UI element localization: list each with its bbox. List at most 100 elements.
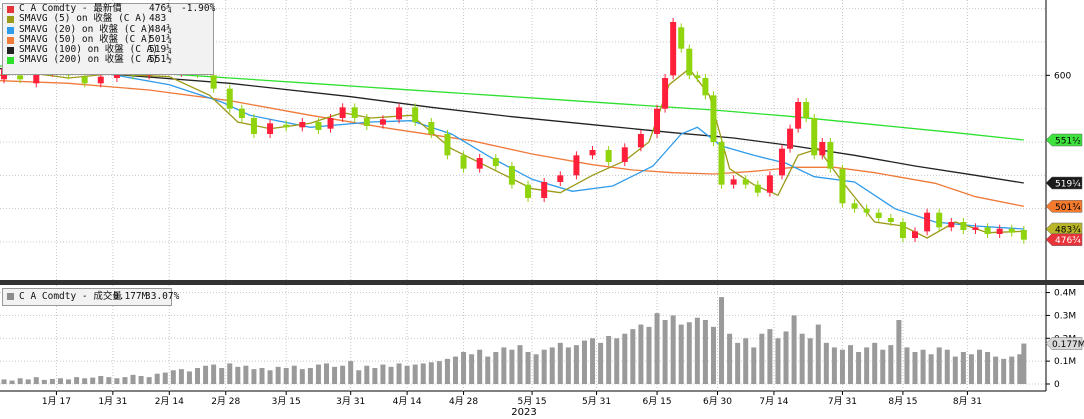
volume-bar [348,361,354,384]
candle-up [589,150,596,156]
volume-bar [549,347,555,384]
volume-tag-box [1045,337,1083,350]
candle-down [428,122,435,134]
volume-bar [533,354,539,384]
candle-down [81,76,88,84]
volume-bar [461,352,467,384]
candle-down [412,107,419,122]
candle-up [621,147,628,162]
candle-down [1008,228,1015,233]
candle-up [396,107,403,120]
volume-bar [831,347,837,384]
price-tag-label: 551½ [1055,137,1081,147]
legend-swatch [7,26,14,34]
candle-up [778,148,785,176]
volume-bar [477,349,483,384]
volume-legend-name: C A Comdty - 成交量 [19,291,122,302]
price-tag-label: 501¾ [1055,203,1081,213]
volume-bar [936,347,942,384]
volume-bar [896,320,902,384]
candle-up [654,108,661,134]
volume-tick-label: 0.1M [1054,357,1076,367]
x-tick-label: 1月 17 [42,396,71,407]
volume-bar [630,329,636,384]
candle-down [718,142,725,185]
x-tick-label: 8月 15 [888,396,917,407]
legend-swatch [7,6,14,13]
volume-bar [33,377,39,384]
volume-bar [388,366,394,384]
candle-down [250,118,257,134]
x-tick-label: 5月 31 [582,396,611,407]
candle-down [710,95,717,142]
price-tag-box [1045,233,1083,246]
volume-bar [396,363,402,384]
volume-bar [678,324,684,384]
candle-down [936,212,943,228]
candle-down [702,78,709,96]
x-axis-ticks: 1月 17 1月 31 2月 14 2月 28 3月 15 3月 31 4月 14 4月 28… [42,391,982,407]
volume-bars [1,297,1027,384]
candle-down [754,184,761,193]
volume-bar [436,361,442,384]
candle-up [637,134,644,148]
candle-down [238,108,245,118]
legend-swatch [7,47,14,55]
volume-bar [815,324,821,384]
volume-bar [767,329,773,384]
volume-bar [751,347,757,384]
candle-down [678,27,685,49]
volume-bar [98,376,104,384]
volume-bar [235,366,241,384]
volume-bar [178,369,184,384]
volume-bar [404,365,410,384]
panel-separator [0,280,1084,285]
volume-bar [646,326,652,384]
candle-down [694,75,701,78]
candle-down [605,150,612,162]
volume-bar [509,349,515,384]
volume-bar [1,379,7,384]
candle-down [742,179,749,185]
volume-bar [904,347,910,384]
volume-bar [372,368,378,384]
volume-bar [469,354,475,384]
candle-down [351,107,358,118]
price-tag-box [1045,176,1083,190]
volume-bar [888,345,894,384]
legend-change: -1.90% [181,3,216,14]
volume-bar [791,315,797,384]
candle-up [948,222,955,228]
volume-bar [25,379,31,384]
x-tick-label: 3月 31 [336,396,365,407]
volume-bar [654,313,660,384]
volume-bar [872,342,878,384]
volume-tick-label: 0.3M [1054,311,1076,321]
x-tick-label: 6月 15 [643,396,672,407]
volume-bar [267,370,273,384]
candle-down [460,155,467,169]
volume-bar [694,317,700,384]
legend-name: SMAVG (20) on 收盤 (C A) [19,23,153,35]
candle-up [766,175,773,193]
volume-bar [581,340,587,384]
x-tick-label: 3月 15 [272,396,301,407]
price-legend: C A Comdty - 最新價 476¾ -1.90% SMAVG (5) on 收… [2,3,216,75]
volume-bar [985,352,991,384]
volume-bar [710,326,716,384]
x-tick-label: 6月 30 [703,396,732,407]
legend-item: SMAVG (200) on 收盤 (C A) 551½ [3,55,213,65]
volume-bar [106,377,112,384]
candle-down [960,222,967,230]
legend-item: SMAVG (100) on 收盤 (C A) 519¼ [3,44,213,55]
volume-bar [138,376,144,384]
candle-up [97,76,104,84]
candle-up [33,72,40,84]
volume-legend-change: 33.07% [145,291,180,302]
legend-item: SMAVG (20) on 收盤 (C A) 484¾ [3,23,213,35]
legend-swatch [7,36,14,44]
volume-bar [315,364,321,384]
price-tag-box [1045,222,1083,236]
volume-bar [662,320,668,384]
